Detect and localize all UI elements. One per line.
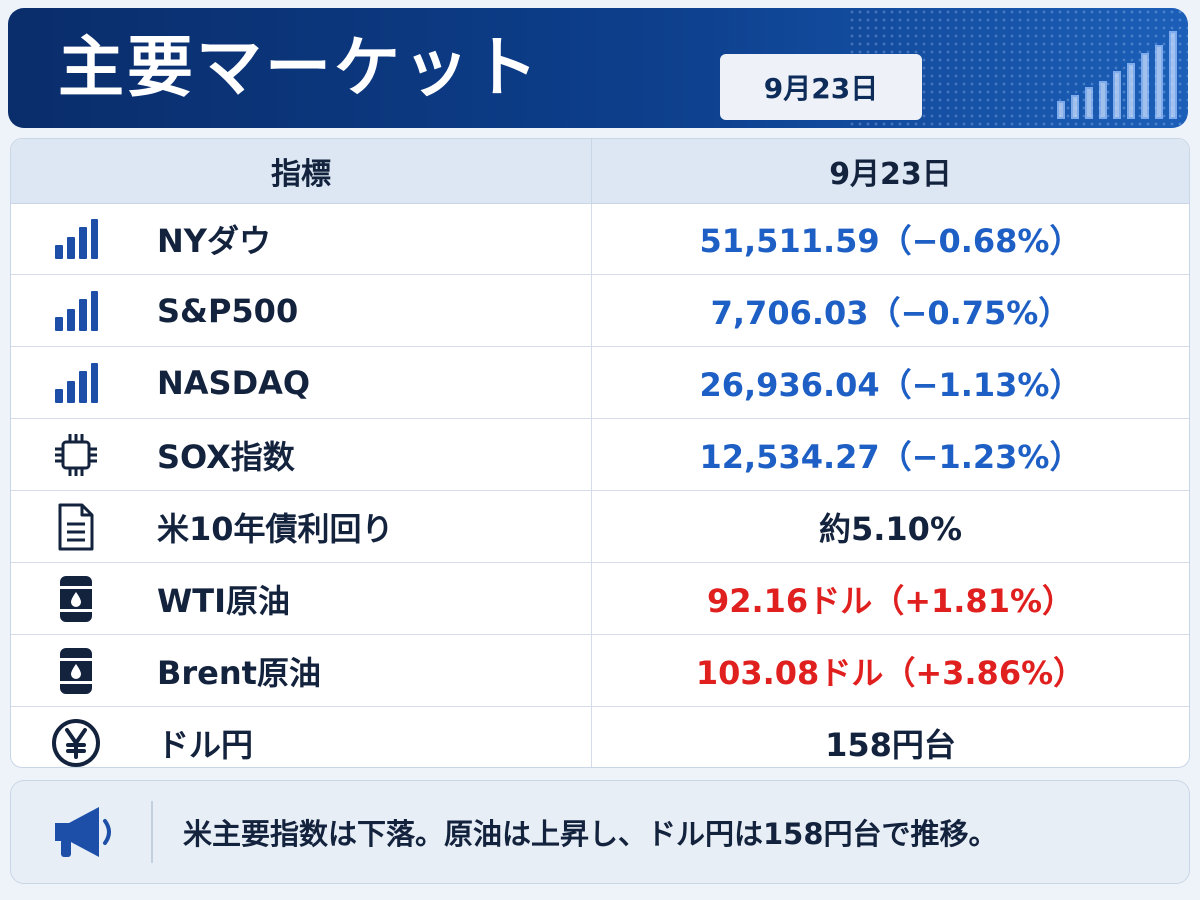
table-row: S&P500 7,706.03（−0.75%）	[11, 275, 1189, 347]
table-row: NYダウ 51,511.59（−0.68%）	[11, 204, 1189, 275]
indicator-name: SOX指数	[157, 437, 295, 476]
date-badge: 9月23日	[720, 54, 922, 120]
indicator-cell: NYダウ	[11, 204, 592, 274]
indicator-name: 米10年債利回り	[157, 509, 394, 548]
oil-barrel-icon	[47, 570, 105, 628]
indicator-cell: SOX指数	[11, 419, 592, 490]
table-row: NASDAQ 26,936.04（−1.13%）	[11, 347, 1189, 419]
summary-box: 米主要指数は下落。原油は上昇し、ドル円は158円台で推移。	[10, 780, 1190, 884]
indicator-value: 26,936.04（−1.13%）	[699, 365, 1082, 404]
table-row: WTI原油 92.16ドル（+1.81%）	[11, 563, 1189, 635]
chip-icon	[47, 426, 105, 484]
bar-chart-icon	[47, 282, 105, 340]
header-banner: 主要マーケット 9月23日	[8, 8, 1188, 128]
column-header-indicator: 指標	[11, 139, 592, 203]
table-body: NYダウ 51,511.59（−0.68%） S&P500 7,706.03（−0.7…	[11, 204, 1189, 768]
page-title: 主要マーケット	[58, 29, 541, 106]
rising-chart-decoration	[1057, 31, 1177, 119]
indicator-value: 約5.10%	[818, 509, 963, 548]
yen-icon	[47, 714, 105, 768]
indicator-value: 12,534.27（−1.23%）	[699, 437, 1082, 476]
indicator-cell: Brent原油	[11, 635, 592, 706]
table-row: 米10年債利回り 約5.10%	[11, 491, 1189, 563]
indicator-name: S&P500	[157, 291, 299, 330]
indicator-value: 103.08ドル（+3.86%）	[695, 653, 1086, 692]
indicator-value: 92.16ドル（+1.81%）	[706, 581, 1075, 620]
megaphone-icon	[55, 807, 111, 857]
indicator-cell: WTI原油	[11, 563, 592, 634]
indicator-cell: S&P500	[11, 275, 592, 346]
oil-barrel-icon	[47, 642, 105, 700]
table-header: 指標 9月23日	[11, 139, 1189, 204]
market-table: 指標 9月23日 NYダウ 51,511.59（−0.68%） S&P500 7,70…	[10, 138, 1190, 768]
table-row: ドル円 158円台	[11, 707, 1189, 768]
indicator-value: 7,706.03（−0.75%）	[710, 293, 1071, 332]
column-header-date: 9月23日	[829, 157, 952, 192]
document-icon	[47, 498, 105, 556]
bar-chart-icon	[47, 354, 105, 412]
bar-chart-icon	[47, 210, 105, 268]
summary-text: 米主要指数は下落。原油は上昇し、ドル円は158円台で推移。	[183, 817, 998, 851]
indicator-cell: 米10年債利回り	[11, 491, 592, 562]
indicator-value: 158円台	[825, 725, 956, 764]
indicator-name: ドル円	[157, 725, 254, 764]
indicator-name: Brent原油	[157, 653, 321, 692]
footer-divider	[151, 801, 153, 863]
indicator-name: NYダウ	[157, 222, 271, 260]
table-row: Brent原油 103.08ドル（+3.86%）	[11, 635, 1189, 707]
indicator-value: 51,511.59（−0.68%）	[699, 222, 1082, 260]
indicator-cell: ドル円	[11, 707, 592, 768]
indicator-name: NASDAQ	[157, 363, 311, 402]
indicator-name: WTI原油	[157, 581, 291, 620]
table-row: SOX指数 12,534.27（−1.23%）	[11, 419, 1189, 491]
indicator-cell: NASDAQ	[11, 347, 592, 418]
